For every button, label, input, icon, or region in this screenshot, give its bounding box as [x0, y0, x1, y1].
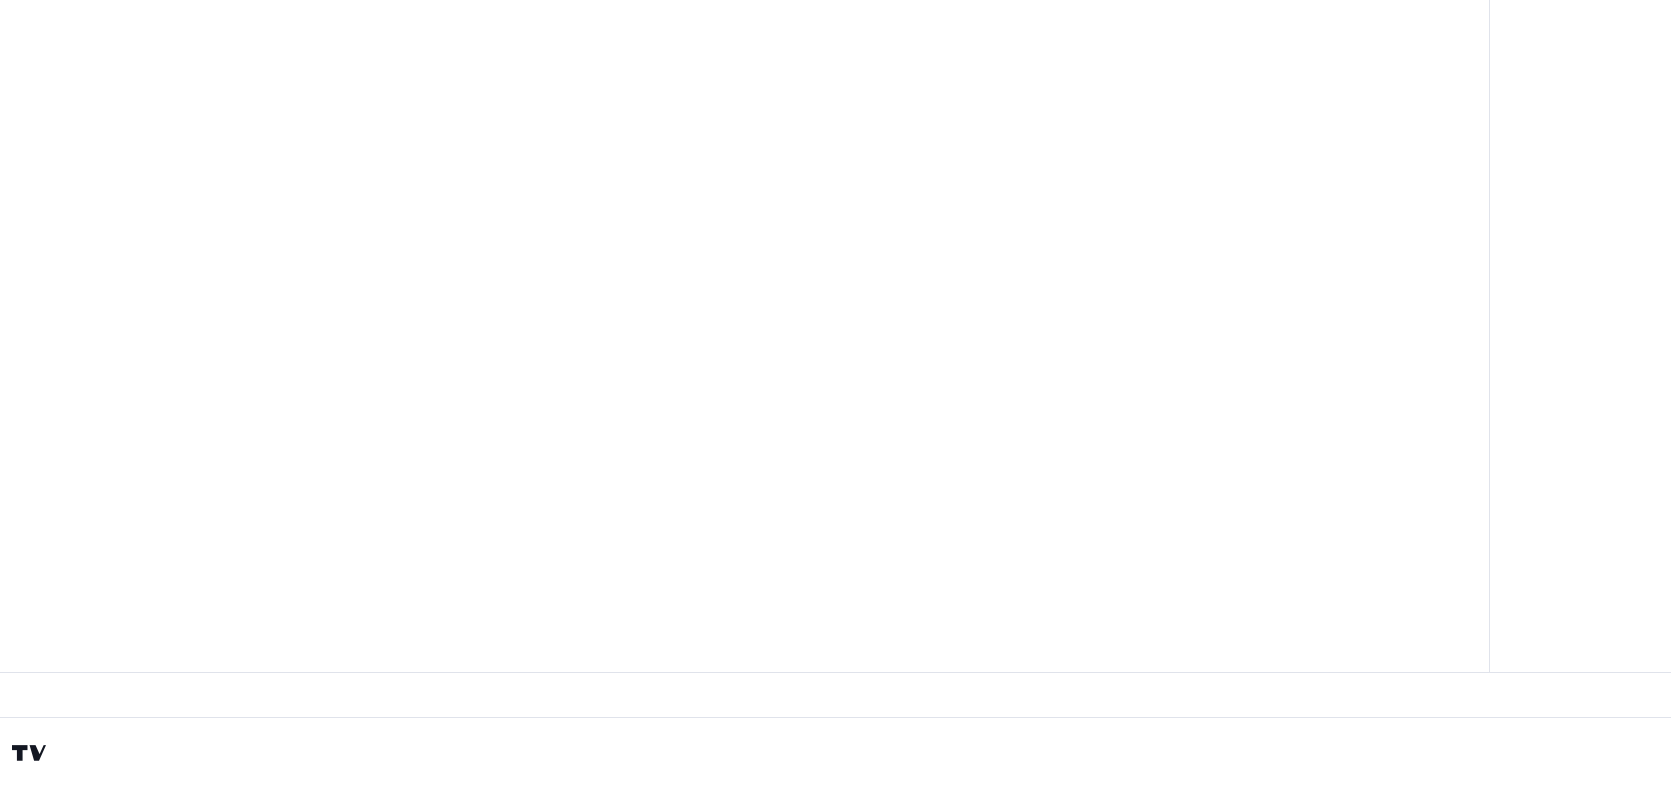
tradingview-mark-icon: [12, 745, 46, 761]
chart-canvas: [0, 0, 1489, 672]
chart-plot-area[interactable]: [0, 0, 1489, 672]
tradingview-logo[interactable]: [12, 745, 55, 765]
time-axis[interactable]: [0, 672, 1671, 718]
price-axis[interactable]: [1489, 0, 1671, 672]
chart-footer: [0, 718, 1671, 811]
